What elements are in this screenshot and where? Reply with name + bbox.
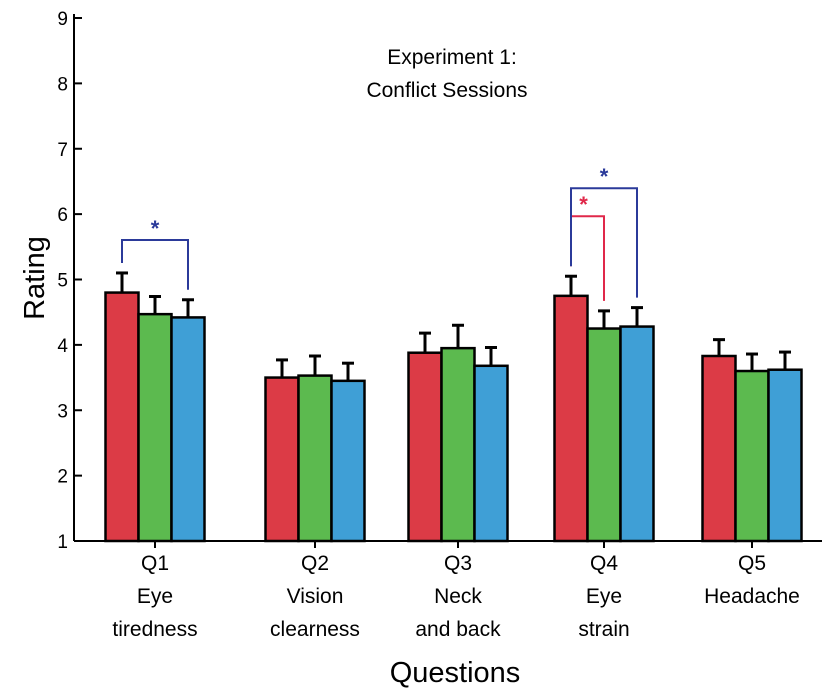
- x-category-label: Vision: [287, 585, 344, 608]
- bar: [734, 369, 770, 543]
- chart-title-line-2: Conflict Sessions: [366, 79, 527, 102]
- x-category-label: Eye: [137, 585, 173, 608]
- bar: [619, 325, 655, 543]
- significance-bracket: [570, 215, 605, 301]
- x-category-label: Q4: [590, 552, 618, 575]
- bar: [553, 294, 589, 543]
- error-bars: [116, 271, 791, 381]
- y-axis-title: Rating: [19, 236, 51, 320]
- x-category-label: tiredness: [112, 618, 197, 641]
- bar: [767, 368, 803, 543]
- x-category-label: Q2: [301, 552, 329, 575]
- x-category-label: Neck: [434, 585, 482, 608]
- significance-brackets: * * *: [121, 164, 638, 301]
- y-tick-label: 3: [57, 401, 68, 422]
- y-tick-label: 2: [57, 467, 68, 488]
- bar: [330, 379, 366, 543]
- bar: [440, 346, 476, 543]
- x-category-label: and back: [415, 618, 501, 641]
- y-tick-label: 4: [57, 336, 68, 357]
- y-tick-label: 7: [57, 140, 68, 161]
- bars: [104, 291, 803, 543]
- y-tick-label: 6: [57, 205, 68, 226]
- bar: [264, 376, 300, 543]
- significance-star: *: [151, 216, 160, 241]
- y-tick-label: 9: [57, 9, 68, 30]
- bar: [586, 327, 622, 543]
- significance-star: *: [579, 192, 588, 217]
- axes: 1 2 3 4 5 6 7 8 9 Q1 Eye tiredness Q2 Vision clearness…: [57, 9, 822, 641]
- significance-star: *: [600, 164, 609, 189]
- x-category-label: clearness: [270, 618, 360, 641]
- y-tick-label: 1: [57, 532, 68, 553]
- x-category-label: Headache: [704, 585, 800, 608]
- bar: [137, 312, 173, 543]
- y-tick-label: 8: [57, 74, 68, 95]
- y-tick-label: 5: [57, 271, 68, 292]
- significance-bracket: [121, 238, 189, 290]
- x-category-label: Q1: [141, 552, 169, 575]
- bar: [170, 316, 206, 543]
- bar: [297, 374, 333, 543]
- x-category-label: Eye: [586, 585, 622, 608]
- x-axis-title: Questions: [390, 657, 521, 689]
- x-category-label: strain: [578, 618, 629, 641]
- chart-title-line-1: Experiment 1:: [387, 46, 517, 69]
- bar: [407, 351, 443, 543]
- bar: [701, 354, 737, 543]
- x-category-label: Q5: [738, 552, 766, 575]
- significance-bracket: [570, 187, 638, 298]
- x-category-label: Q3: [444, 552, 472, 575]
- bar: [104, 291, 140, 543]
- bar: [473, 364, 509, 543]
